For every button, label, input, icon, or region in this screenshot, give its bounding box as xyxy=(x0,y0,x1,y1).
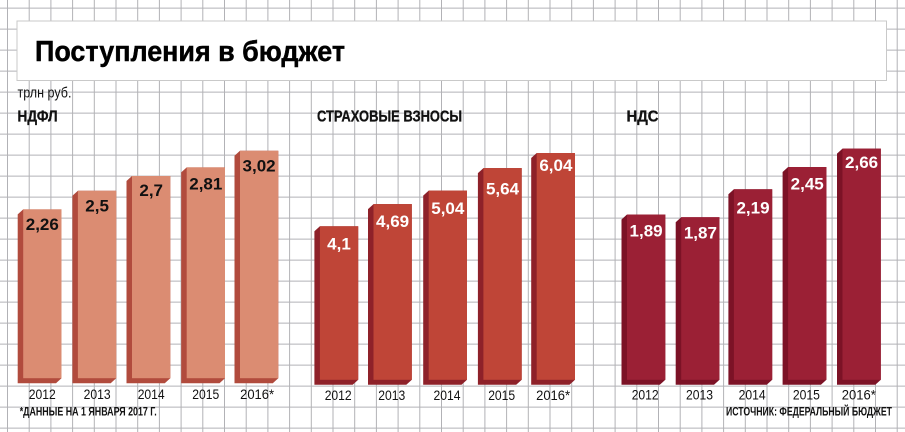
svg-text:2,7: 2,7 xyxy=(139,181,163,200)
svg-text:2014: 2014 xyxy=(434,388,461,403)
svg-text:2012: 2012 xyxy=(325,388,352,403)
svg-text:2015: 2015 xyxy=(793,388,820,403)
svg-text:6,04: 6,04 xyxy=(539,156,573,175)
svg-text:2014: 2014 xyxy=(138,387,165,402)
svg-text:5,64: 5,64 xyxy=(486,180,520,199)
svg-text:3,02: 3,02 xyxy=(243,157,276,176)
svg-text:2016*: 2016* xyxy=(240,387,274,402)
svg-text:*ДАННЫЕ НА 1 ЯНВАРЯ 2017 Г.: *ДАННЫЕ НА 1 ЯНВАРЯ 2017 Г. xyxy=(20,405,157,419)
svg-text:2,81: 2,81 xyxy=(189,174,222,193)
svg-text:2,5: 2,5 xyxy=(85,196,109,215)
svg-text:2014: 2014 xyxy=(739,388,766,403)
svg-text:трлн руб.: трлн руб. xyxy=(18,84,72,101)
svg-text:4,1: 4,1 xyxy=(327,234,351,253)
svg-text:ИСТОЧНИК: ФЕДЕРАЛЬНЫЙ БЮДЖЕТ: ИСТОЧНИК: ФЕДЕРАЛЬНЫЙ БЮДЖЕТ xyxy=(726,404,892,419)
svg-text:2013: 2013 xyxy=(686,388,713,403)
svg-text:2012: 2012 xyxy=(29,387,56,402)
svg-text:5,04: 5,04 xyxy=(431,199,465,218)
svg-text:2016*: 2016* xyxy=(842,388,876,403)
svg-text:2016*: 2016* xyxy=(536,388,570,403)
svg-text:1,87: 1,87 xyxy=(684,223,717,242)
svg-text:2012: 2012 xyxy=(632,388,659,403)
svg-text:2,66: 2,66 xyxy=(845,153,878,172)
svg-text:НДФЛ: НДФЛ xyxy=(18,109,58,126)
svg-text:1,89: 1,89 xyxy=(630,222,663,241)
svg-text:2,26: 2,26 xyxy=(26,215,59,234)
svg-text:Поступления в бюджет: Поступления в бюджет xyxy=(35,36,345,68)
svg-text:4,69: 4,69 xyxy=(376,212,409,231)
svg-text:НДС: НДС xyxy=(627,109,659,126)
svg-text:2013: 2013 xyxy=(84,387,111,402)
svg-text:2,45: 2,45 xyxy=(791,175,824,194)
svg-text:2015: 2015 xyxy=(192,387,219,402)
svg-text:2,19: 2,19 xyxy=(736,199,769,218)
svg-text:2013: 2013 xyxy=(378,388,405,403)
svg-text:СТРАХОВЫЕ ВЗНОСЫ: СТРАХОВЫЕ ВЗНОСЫ xyxy=(317,109,462,126)
svg-text:2015: 2015 xyxy=(488,388,515,403)
